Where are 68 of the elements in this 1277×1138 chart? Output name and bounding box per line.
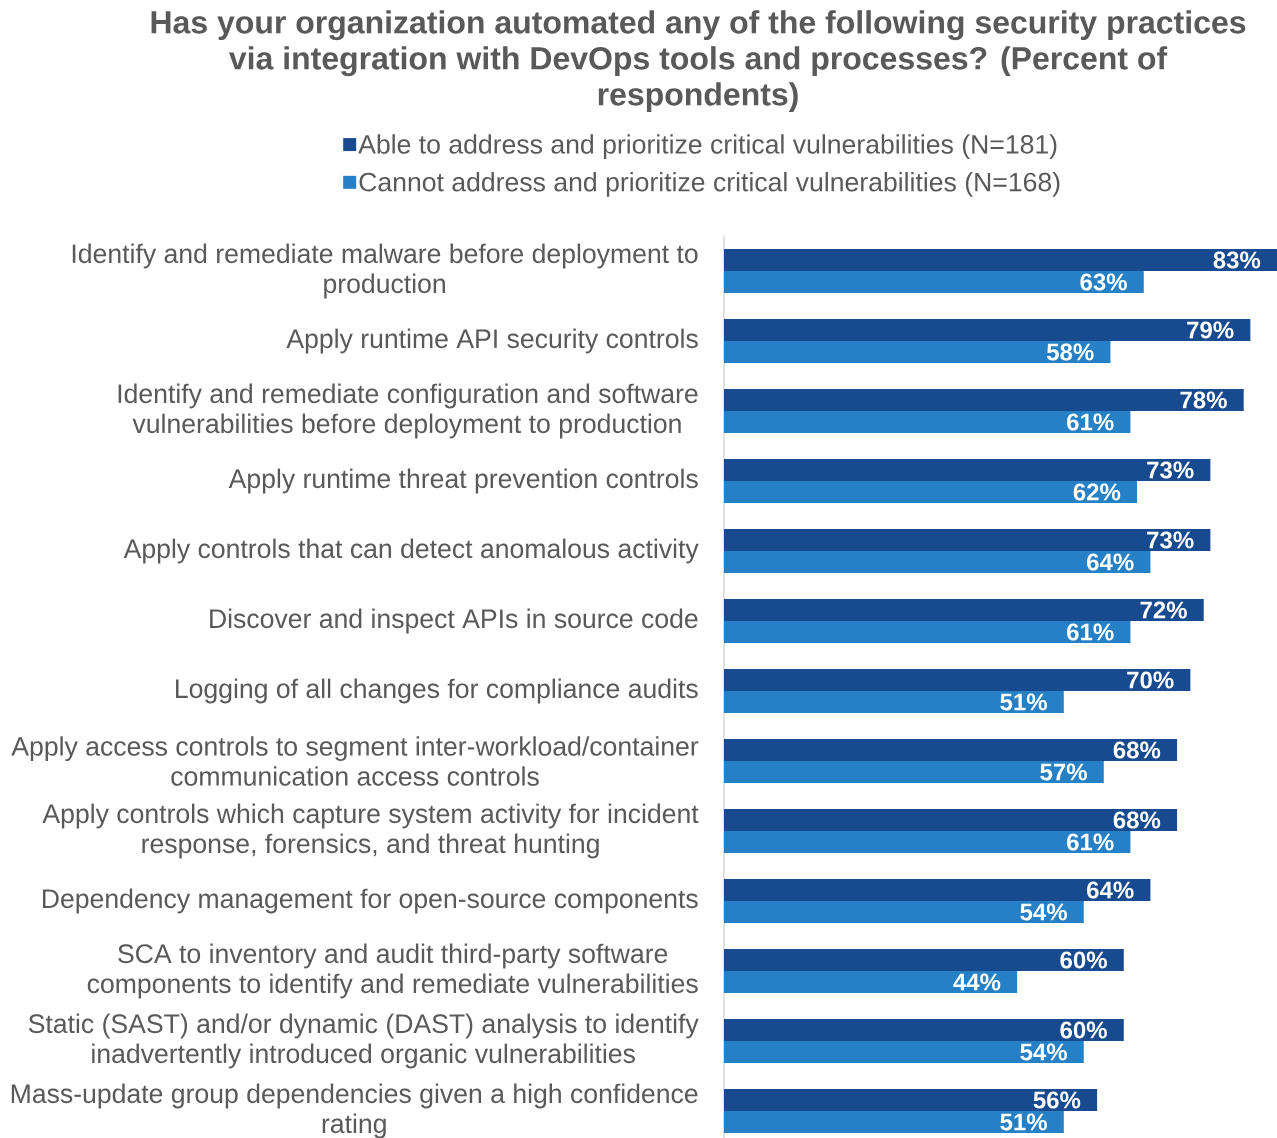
bar <box>724 411 1131 433</box>
bar <box>724 1041 1084 1064</box>
bar <box>724 529 1211 551</box>
legend-label: Cannot address and prioritize critical vulnerabilities (N=168) <box>359 171 1060 197</box>
data-label: 61% <box>1067 413 1114 431</box>
bar <box>724 971 1018 994</box>
y-tick-label: Identify and remediate configuration and software vulnerabilities before deployment to production <box>118 383 698 439</box>
bar <box>724 459 1211 481</box>
y-tick-label: Apply runtime threat prevention controls <box>228 468 698 494</box>
bar <box>724 249 1277 271</box>
bar <box>724 949 1124 972</box>
y-tick-label: Static (SAST) and/or dynamic (DAST) analysis to identify inadvertently introduced organic vulnerabilities <box>28 1013 699 1069</box>
bar <box>724 599 1204 621</box>
data-label: 64% <box>1087 553 1134 571</box>
y-tick-label: Mass-update group dependencies given a high confidence rating <box>11 1083 698 1138</box>
data-label: 64% <box>1087 881 1134 899</box>
data-label: 56% <box>1033 1091 1081 1109</box>
bar <box>724 761 1104 784</box>
bar <box>724 739 1178 762</box>
bar <box>724 901 1084 924</box>
legend-label: Able to address and prioritize critical vulnerabilities (N=181) <box>358 134 1057 159</box>
y-tick-label: Apply controls which capture system activity for incident response, forensics, and threat hunting <box>42 803 699 859</box>
data-label: 78% <box>1180 391 1227 409</box>
y-tick-label: Apply runtime API security controls <box>286 328 698 354</box>
data-label: 72% <box>1140 601 1187 619</box>
chart-title: Has your organization automated any of the following security practices via integration with DevOps tools and processes? (Percent of respondents) <box>151 10 1246 113</box>
bar <box>724 691 1064 714</box>
data-label: 83% <box>1213 251 1261 269</box>
bar <box>724 809 1178 832</box>
y-tick-label: Logging of all changes for compliance audits <box>176 678 698 704</box>
y-tick-label: Identify and remediate malware before deployment to production <box>72 243 698 299</box>
data-label: 73% <box>1147 461 1194 479</box>
bar <box>724 551 1151 573</box>
bar <box>724 341 1111 363</box>
data-label: 70% <box>1127 671 1174 689</box>
data-label: 68% <box>1113 741 1161 759</box>
data-label: 79% <box>1187 321 1234 339</box>
y-tick-label: Dependency management for open-source components <box>42 888 698 914</box>
bar <box>724 879 1151 902</box>
bar <box>724 1111 1064 1134</box>
data-label: 51% <box>1000 1113 1047 1131</box>
data-label: 61% <box>1067 833 1114 851</box>
data-label: 54% <box>1020 1043 1067 1061</box>
y-tick-label: SCA to inventory and audit third-party software components to identify and remediate vulnerabilities <box>87 943 698 999</box>
data-label: 62% <box>1073 483 1121 501</box>
data-label: 60% <box>1060 951 1107 969</box>
bar <box>724 1089 1098 1112</box>
data-label: 73% <box>1147 531 1194 549</box>
bar <box>724 669 1191 692</box>
data-label: 51% <box>1000 693 1047 711</box>
bar <box>724 1019 1124 1042</box>
bar <box>724 389 1244 411</box>
y-tick-label: Apply controls that can detect anomalous activity <box>123 538 699 564</box>
bar <box>724 831 1131 854</box>
bar <box>724 481 1138 503</box>
data-label: 44% <box>953 973 1001 991</box>
bar <box>724 621 1131 643</box>
data-label: 61% <box>1067 623 1114 641</box>
data-label: 63% <box>1080 273 1127 291</box>
y-tick-label: Apply access controls to segment inter-workload/container communication access controls <box>11 736 699 786</box>
data-label: 60% <box>1060 1021 1107 1039</box>
bar <box>724 271 1144 293</box>
y-tick-label: Discover and inspect APIs in source code <box>210 608 698 634</box>
data-label: 58% <box>1046 343 1094 361</box>
data-label: 68% <box>1113 811 1161 829</box>
bar <box>724 319 1251 341</box>
data-label: 57% <box>1040 763 1087 781</box>
data-label: 54% <box>1020 903 1067 921</box>
